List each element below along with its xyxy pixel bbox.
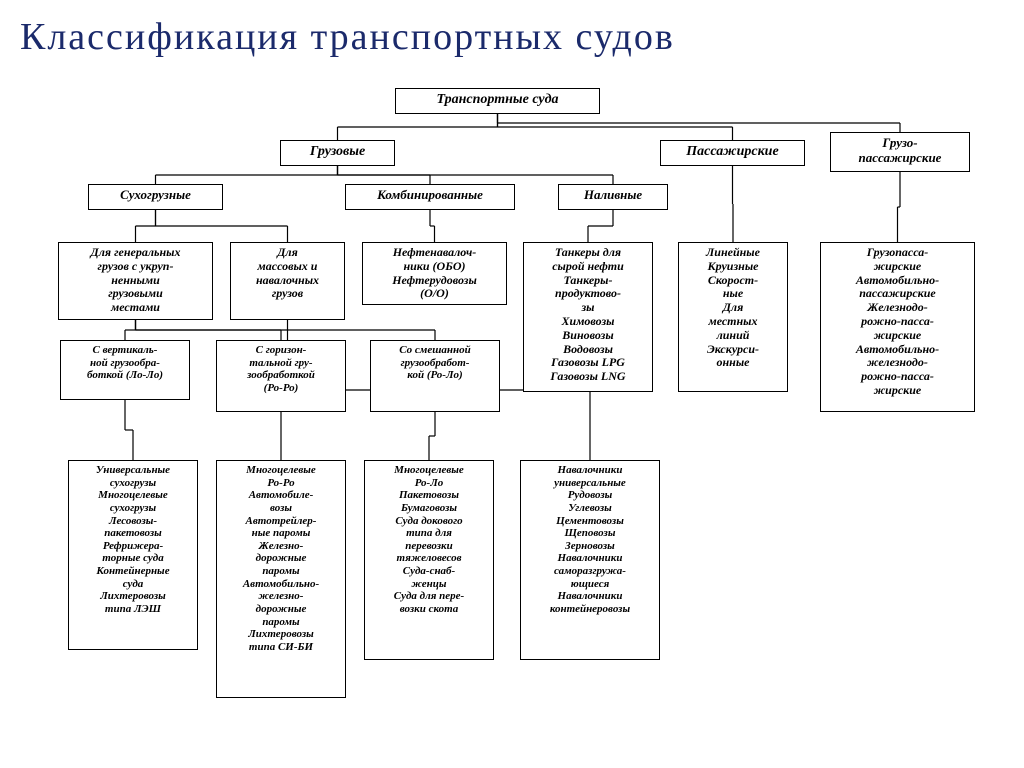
node-lolo: С вертикаль-ной грузообра-боткой (Ло-Ло)	[60, 340, 190, 400]
node-gen: Для генеральныхгрузов с укруп-неннымигру…	[58, 242, 213, 320]
page-title: Классификация транспортных судов	[20, 15, 675, 59]
node-cargo: Грузовые	[280, 140, 395, 166]
node-obo: Нефтенавалоч-ники (ОБО)Нефтерудовозы(О/О…	[362, 242, 507, 305]
node-roro: С горизон-тальной гру-зообработкой(Ро-Ро…	[216, 340, 346, 412]
node-bulkd: НавалочникиуниверсальныеРудовозыУглевозы…	[520, 460, 660, 660]
node-pass: Пассажирские	[660, 140, 805, 166]
node-comb: Комбинированные	[345, 184, 515, 210]
node-dry: Сухогрузные	[88, 184, 223, 210]
node-bulk: Длямассовых инавалочныхгрузов	[230, 242, 345, 320]
node-rorod: МногоцелевыеРо-РоАвтомобиле-возыАвтотрей…	[216, 460, 346, 698]
node-gpdet: Грузопасса-жирскиеАвтомобильно-пассажирс…	[820, 242, 975, 412]
node-rolod: МногоцелевыеРо-ЛоПакетовозыБумаговозыСуд…	[364, 460, 494, 660]
node-lolod: УниверсальныесухогрузыМногоцелевыесухогр…	[68, 460, 198, 650]
node-liner: ЛинейныеКруизныеСкорост-ныеДляместныхлин…	[678, 242, 788, 392]
node-liquid: Наливные	[558, 184, 668, 210]
node-tank: Танкеры длясырой нефтиТанкеры-продуктово…	[523, 242, 653, 392]
node-gpass: Грузо-пассажирские	[830, 132, 970, 172]
node-rolo: Со смешаннойгрузообработ-кой (Ро-Ло)	[370, 340, 500, 412]
node-root: Транспортные суда	[395, 88, 600, 114]
